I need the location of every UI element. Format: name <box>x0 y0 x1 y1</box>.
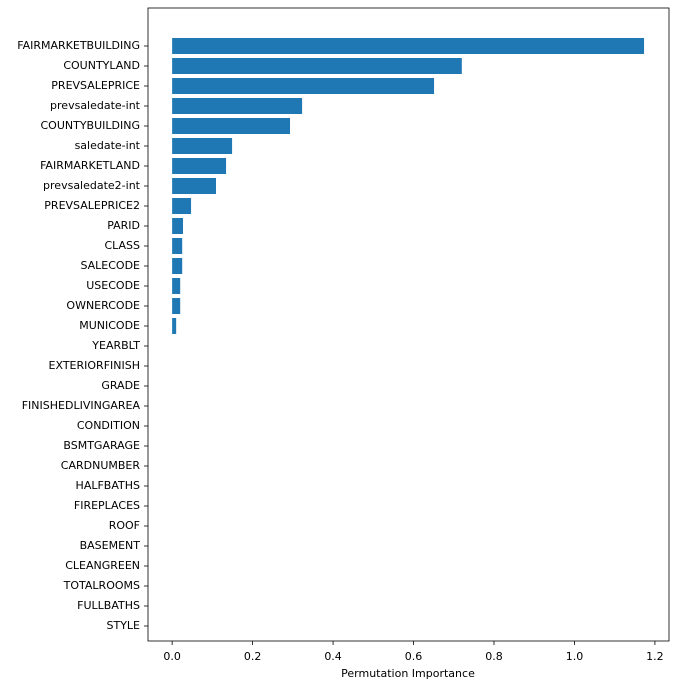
y-tick-label: SALECODE <box>80 259 140 272</box>
y-tick-label: FULLBATHS <box>77 599 140 612</box>
x-tick-label: 0.6 <box>405 650 423 663</box>
bar <box>172 318 177 334</box>
bar <box>172 198 192 214</box>
y-tick-label: OWNERCODE <box>66 299 140 312</box>
y-tick-label: EXTERIORFINISH <box>49 359 140 372</box>
x-tick-label: 0.8 <box>485 650 503 663</box>
bar <box>172 258 183 274</box>
x-tick-label: 0.2 <box>244 650 262 663</box>
y-tick-label: prevsaledate2-int <box>43 179 141 192</box>
y-tick-label: PARID <box>107 219 140 232</box>
y-tick-label: YEARBLT <box>91 339 140 352</box>
y-tick-label: COUNTYLAND <box>63 59 140 72</box>
y-tick-label: FAIRMARKETLAND <box>40 159 140 172</box>
y-tick-label: PREVSALEPRICE <box>51 79 140 92</box>
bar <box>172 98 303 114</box>
y-tick-label: MUNICODE <box>79 319 140 332</box>
y-tick-label: CLASS <box>104 239 140 252</box>
bar <box>172 78 435 94</box>
x-tick-label: 0.4 <box>324 650 342 663</box>
y-tick-label: CLEANGREEN <box>65 559 140 572</box>
x-tick-label: 1.0 <box>566 650 584 663</box>
bar <box>172 118 291 134</box>
bar <box>172 278 181 294</box>
y-tick-label: CONDITION <box>77 419 140 432</box>
plot-frame <box>147 7 670 642</box>
y-tick-label: GRADE <box>101 379 140 392</box>
y-tick-label: STYLE <box>107 619 141 632</box>
bar <box>172 218 184 234</box>
y-tick-label: HALFBATHS <box>76 479 140 492</box>
y-tick-label: PREVSALEPRICE2 <box>44 199 140 212</box>
bar <box>172 238 183 254</box>
x-axis-label: Permutation Importance <box>341 667 475 680</box>
y-tick-label: CARDNUMBER <box>61 459 141 472</box>
y-tick-label: prevsaledate-int <box>50 99 141 112</box>
y-tick-label: ROOF <box>109 519 140 532</box>
bar <box>172 38 645 54</box>
x-tick-label: 1.2 <box>646 650 664 663</box>
y-tick-label: FIREPLACES <box>74 499 140 512</box>
y-tick-label: saledate-int <box>75 139 141 152</box>
y-tick-label: COUNTYBUILDING <box>41 119 141 132</box>
bar <box>172 138 233 154</box>
y-tick-label: FAIRMARKETBUILDING <box>17 39 140 52</box>
bar <box>172 298 181 314</box>
x-tick-label: 0.0 <box>163 650 181 663</box>
bar <box>172 58 462 74</box>
bar <box>172 178 216 194</box>
y-tick-label: BASEMENT <box>80 539 141 552</box>
y-tick-label: BSMTGARAGE <box>63 439 140 452</box>
y-tick-label: TOTALROOMS <box>63 579 140 592</box>
bar <box>172 158 227 174</box>
y-tick-label: USECODE <box>86 279 140 292</box>
y-tick-label: FINISHEDLIVINGAREA <box>22 399 141 412</box>
